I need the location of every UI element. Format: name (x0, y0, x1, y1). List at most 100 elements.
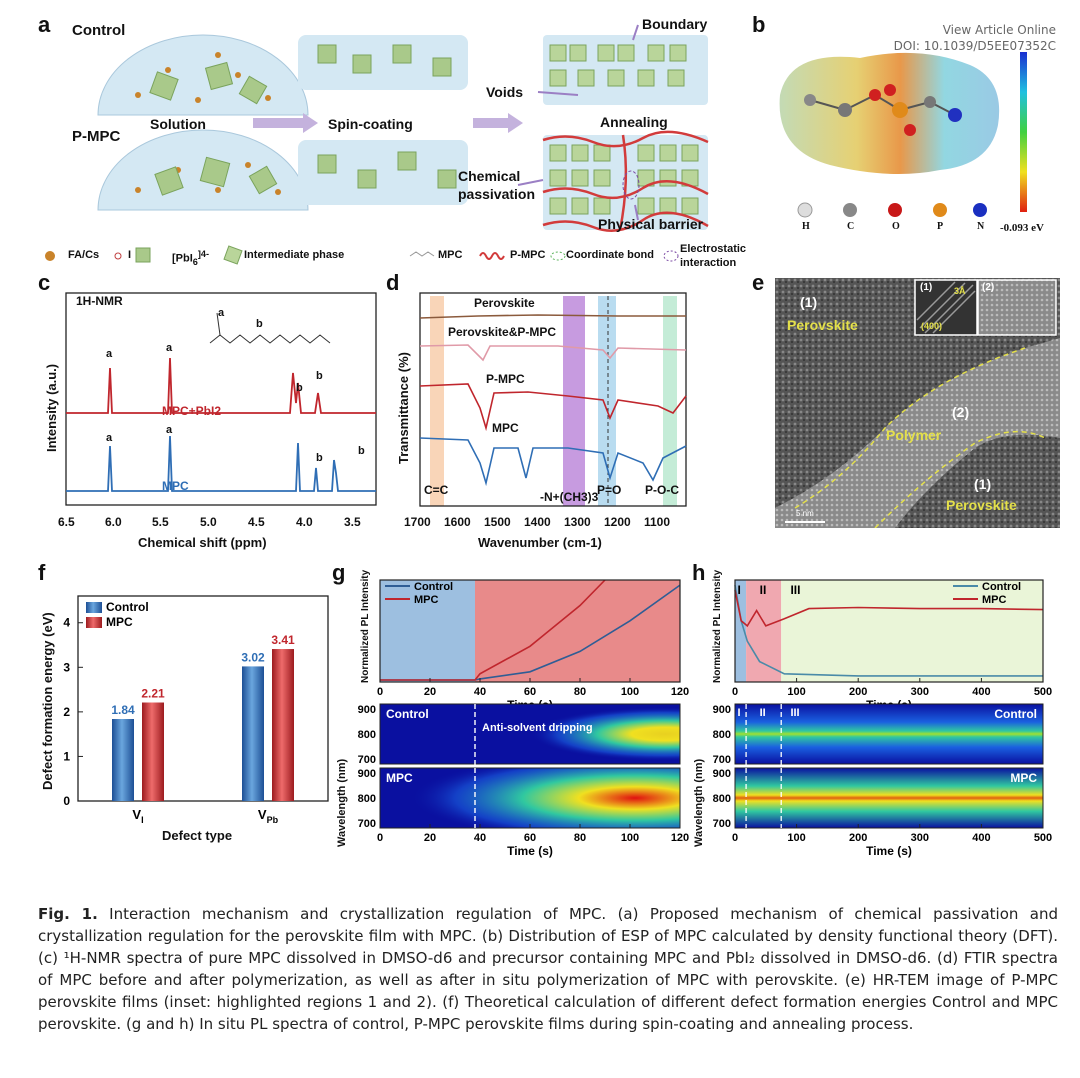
atom-label-p: P (937, 221, 944, 232)
ftir-mpc-trace (419, 437, 687, 487)
h-heatmap-stage-label: II (760, 707, 766, 719)
ftir-label-perovskite-pmpc: Perovskite&P-MPC (448, 325, 557, 339)
peak-a-4: a (166, 424, 173, 436)
panel-c-svg (65, 292, 377, 506)
xtick-label: 20 (424, 686, 436, 698)
annealing-label: Annealing (600, 114, 668, 130)
panel-h-letter: h (692, 560, 706, 585)
h-heatmap-stage-label: III (790, 707, 799, 719)
peak-b-4: b (358, 445, 365, 457)
f-legend-label: MPC (106, 615, 133, 629)
scale-bar-label: 5 nm (796, 509, 814, 518)
peak-a-3: a (106, 432, 113, 444)
passivation-label: passivation (458, 186, 536, 202)
inset-region-1 (914, 279, 978, 336)
inset2-label: (2) (982, 282, 995, 293)
d-xtick: 1100 (644, 515, 671, 529)
ftir-label-perovskite: Perovskite (474, 296, 535, 310)
xtick-label: 0 (732, 832, 738, 844)
panel-f-ylabel: Defect formation energy (eV) (40, 612, 55, 790)
h-stage-label: III (790, 583, 800, 597)
tem-region2: (2) (952, 404, 970, 420)
caption-fig-number: Fig. 1. (38, 905, 98, 923)
legend-pmpc-text: P-MPC (510, 249, 546, 261)
legend-interaction-text: interaction (680, 257, 737, 269)
heatmap-label: Control (386, 707, 429, 721)
pmpc-label: P-MPC (72, 128, 121, 145)
panel-f-letter: f (38, 560, 46, 585)
atom-o-icon (888, 203, 902, 217)
ftir-pmpc-perovskite-trace (419, 344, 687, 362)
heatmap-ytick: 700 (713, 754, 731, 766)
xtick-label: 200 (849, 686, 867, 698)
panel-c-letter: c (38, 270, 51, 295)
iodide-legend-icon (114, 252, 122, 260)
caption-text: Interaction mechanism and crystallizatio… (38, 905, 1058, 1033)
panel-g-chart: ControlMPC020406080100120Time (s)Control… (358, 579, 689, 858)
pl-series-mpc (380, 579, 606, 681)
anti-solvent-label: Anti-solvent dripping (482, 722, 593, 734)
article-header: View Article Online DOI: 10.1039/D5EE073… (894, 22, 1056, 54)
atom-p-icon (933, 203, 947, 217)
c-xtick: 3.5 (344, 515, 361, 529)
xtick-label: 40 (474, 832, 486, 844)
xtick-label: 40 (474, 686, 486, 698)
peak-a-1: a (106, 348, 113, 360)
panel-b-letter: b (752, 12, 766, 37)
c-xtick: 6.5 (58, 515, 75, 529)
pmpc-spin-film (298, 140, 468, 205)
heatmap-ytick: 800 (358, 793, 376, 805)
xtick-label: 80 (574, 686, 586, 698)
f-xtick-label: VI (132, 807, 143, 825)
d-xtick: 1200 (604, 515, 631, 529)
f-bar-control-1 (242, 666, 264, 801)
heatmap-emission (735, 768, 1043, 828)
panel-c-xlabel: Chemical shift (ppm) (138, 535, 267, 550)
atom-h-icon (797, 202, 813, 218)
xtick-label: 0 (732, 686, 738, 698)
band-cc (430, 296, 444, 506)
pl-legend-label: Control (414, 581, 453, 593)
f-legend-label: Control (106, 600, 149, 614)
x-axis-title: Time (s) (507, 844, 553, 858)
legend-electrostatic-text: Electrostatic (680, 243, 747, 255)
heatmap-ytick: 700 (713, 818, 731, 830)
tem-perovskite-top: Perovskite (787, 317, 858, 333)
heatmap-ytick: 800 (713, 729, 731, 741)
xtick-label: 0 (377, 832, 383, 844)
d-xtick: 1400 (524, 515, 551, 529)
h-stage-label: II (760, 583, 767, 597)
band-po (598, 296, 616, 506)
xtick-label: 400 (972, 686, 990, 698)
pl-legend-label: MPC (414, 594, 439, 606)
xtick-label: 100 (787, 832, 805, 844)
f-legend-swatch (86, 602, 102, 613)
xtick-label: 20 (424, 832, 436, 844)
f-bar-mpc-0 (142, 702, 164, 801)
panel-c-ylabel: Intensity (a.u.) (44, 363, 59, 452)
panel-d-letter: d (386, 270, 400, 295)
d-xtick: 1700 (404, 515, 431, 529)
xtick-label: 300 (911, 832, 929, 844)
f-ytick-label: 3 (63, 660, 70, 674)
tem-region1-top: (1) (800, 294, 818, 310)
facs-legend-icon (45, 251, 55, 261)
nmr-mpc-pbi2-trace (66, 357, 376, 414)
panel-b-svg (779, 52, 1027, 218)
xtick-label: 120 (671, 832, 689, 844)
atom-label-n: N (977, 221, 985, 232)
h-heatmap-stage-label: I (737, 707, 740, 719)
tem-polymer: Polymer (886, 427, 942, 443)
ftir-label-pmpc: P-MPC (486, 372, 525, 386)
coord-bond-legend-icon (550, 251, 566, 261)
f-data-label: 3.02 (241, 650, 265, 664)
esp-scale-min: -0.093 eV (1000, 222, 1044, 234)
view-online-link[interactable]: View Article Online (942, 23, 1056, 37)
xtick-label: 80 (574, 832, 586, 844)
xtick-label: 120 (671, 686, 689, 698)
g-stage-bg-before (380, 580, 475, 682)
d-xtick: 1300 (564, 515, 591, 529)
physical-barrier-label: Physical barrier (598, 216, 704, 232)
f-ytick-label: 0 (63, 794, 70, 808)
xtick-label: 300 (911, 686, 929, 698)
